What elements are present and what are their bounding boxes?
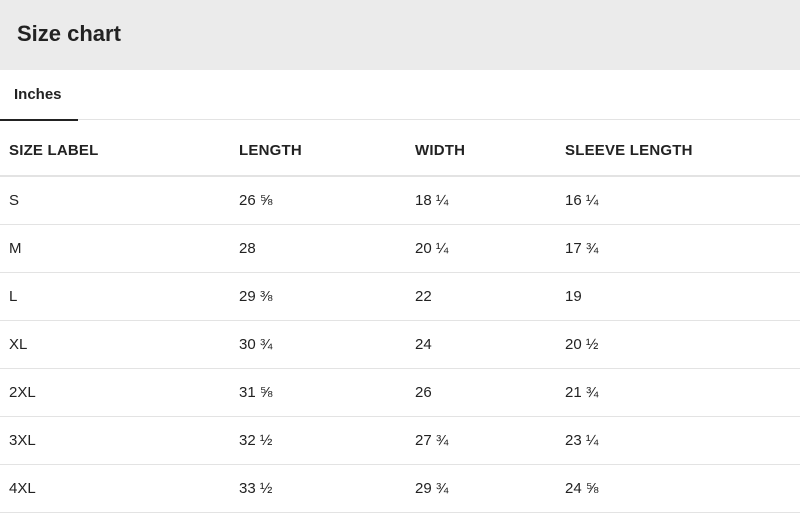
cell-length: 29 ⅜ [239,288,273,305]
tab-inches[interactable]: Inches [0,70,78,121]
cell-sleeve-length: 17 ¾ [565,240,599,257]
cell-sleeve-length: 21 ¾ [565,384,599,401]
cell-length: 31 ⅝ [239,384,273,401]
unit-tabs: Inches [0,70,800,121]
cell-size-label: 3XL [9,432,36,449]
cell-sleeve-length: 23 ¼ [565,432,599,449]
cell-sleeve-length: 19 [565,288,582,305]
cell-width: 27 ¾ [415,432,449,449]
column-header-length: LENGTH [239,142,302,159]
cell-width: 22 [415,288,432,305]
table-row: 2XL 31 ⅝ 26 21 ¾ [0,369,800,417]
table-row: L 29 ⅜ 22 19 [0,273,800,321]
table-row: M 28 20 ¼ 17 ¾ [0,225,800,273]
cell-width: 26 [415,384,432,401]
cell-size-label: 4XL [9,480,36,497]
tab-label: Inches [14,86,62,103]
table-row: 3XL 32 ½ 27 ¾ 23 ¼ [0,417,800,465]
column-header-width: WIDTH [415,142,466,159]
cell-sleeve-length: 20 ½ [565,336,599,353]
cell-size-label: XL [9,336,28,353]
cell-sleeve-length: 24 ⅝ [565,480,599,497]
cell-size-label: 2XL [9,384,36,401]
size-table: SIZE LABEL LENGTH WIDTH SLEEVE LENGTH S … [0,120,800,513]
cell-width: 20 ¼ [415,240,449,257]
cell-length: 30 ¾ [239,336,273,353]
column-header-size-label: SIZE LABEL [9,142,99,159]
column-header-sleeve-length: SLEEVE LENGTH [565,142,693,159]
cell-length: 32 ½ [239,432,273,449]
cell-length: 26 ⅝ [239,192,273,209]
cell-width: 29 ¾ [415,480,449,497]
cell-width: 18 ¼ [415,192,449,209]
table-row: S 26 ⅝ 18 ¼ 16 ¼ [0,177,800,225]
table-row: XL 30 ¾ 24 20 ½ [0,321,800,369]
size-chart-header: Size chart [0,0,800,70]
table-header-row: SIZE LABEL LENGTH WIDTH SLEEVE LENGTH [0,120,800,177]
table-row: 4XL 33 ½ 29 ¾ 24 ⅝ [0,465,800,513]
cell-length: 33 ½ [239,480,273,497]
cell-size-label: S [9,192,20,209]
cell-size-label: L [9,288,18,305]
cell-size-label: M [9,240,22,257]
cell-length: 28 [239,240,256,257]
cell-width: 24 [415,336,432,353]
page-title: Size chart [17,21,121,46]
active-tab-indicator [0,119,78,121]
cell-sleeve-length: 16 ¼ [565,192,599,209]
